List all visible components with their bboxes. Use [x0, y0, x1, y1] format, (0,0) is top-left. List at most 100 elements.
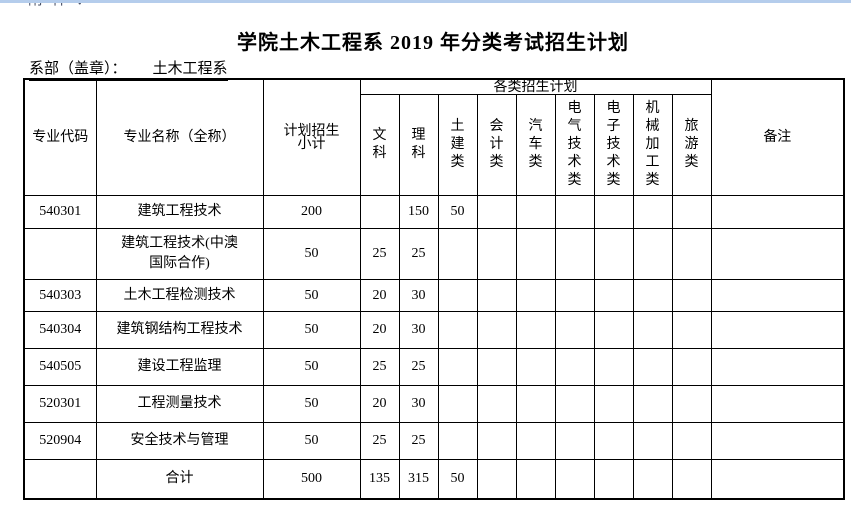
cell-cat-liberal-arts: 20	[359, 311, 400, 349]
cell-name: 土木工程检测技术	[95, 279, 264, 312]
header-code: 专业代码	[23, 78, 97, 196]
cell-remark	[710, 311, 845, 349]
cell-cat-accounting	[476, 459, 517, 499]
cell-code	[23, 459, 97, 499]
cell-code: 520301	[23, 385, 97, 423]
cell-cat-tourism	[671, 459, 712, 499]
cell-cat-electronics	[593, 348, 634, 386]
header-cat-liberal-arts-text: 文科	[372, 127, 387, 161]
cell-cat-automotive	[515, 348, 556, 386]
cell-code	[23, 228, 97, 280]
header-cat-automotive: 汽车类	[515, 94, 556, 196]
cell-cat-accounting	[476, 348, 517, 386]
table-row-total: 合计 500 135 315 50	[23, 459, 845, 499]
cell-cat-liberal-arts: 25	[359, 422, 400, 460]
header-remark: 备注	[710, 78, 845, 196]
cell-cat-liberal-arts: 20	[359, 279, 400, 312]
cell-cat-science: 25	[398, 348, 439, 386]
cell-cat-accounting	[476, 385, 517, 423]
cell-cat-tourism	[671, 348, 712, 386]
cell-remark	[710, 228, 845, 280]
cell-subtotal: 50	[262, 385, 361, 423]
cell-cat-liberal-arts: 25	[359, 348, 400, 386]
cell-cat-electrical	[554, 348, 595, 386]
cell-subtotal: 50	[262, 422, 361, 460]
cell-cat-civil	[437, 348, 478, 386]
cell-name: 建筑工程技术(中澳 国际合作)	[95, 228, 264, 280]
cell-remark	[710, 279, 845, 312]
cell-name: 安全技术与管理	[95, 422, 264, 460]
header-cat-accounting-text: 会计类	[489, 118, 504, 171]
cell-code: 540301	[23, 195, 97, 229]
header-subtotal: 计划招生 小计	[262, 78, 361, 196]
cell-cat-machining	[632, 195, 673, 229]
cell-cat-machining	[632, 279, 673, 312]
cell-cat-electrical	[554, 195, 595, 229]
department-label: 系部（盖章）：	[29, 61, 127, 77]
header-category-row: 文科 理科 土建类 会计类 汽车类 电气技术类 电子技术类 机械加工类 旅游类	[24, 94, 844, 196]
cell-cat-machining	[632, 385, 673, 423]
cell-cat-accounting	[476, 422, 517, 460]
table-row: 520904 安全技术与管理 50 25 25	[23, 422, 845, 460]
cell-cat-civil	[437, 228, 478, 280]
cell-subtotal: 200	[262, 195, 361, 229]
cell-cat-tourism	[671, 311, 712, 349]
header-cat-civil-text: 土建类	[450, 118, 465, 171]
cell-cat-automotive	[515, 195, 556, 229]
cell-name: 建设工程监理	[95, 348, 264, 386]
cell-cat-electronics	[593, 385, 634, 423]
cell-cat-civil	[437, 422, 478, 460]
header-cat-electrical: 电气技术类	[554, 94, 595, 196]
table-row: 540505 建设工程监理 50 25 25	[23, 348, 845, 386]
cell-cat-tourism	[671, 422, 712, 460]
department-value: 土木工程系	[152, 61, 228, 77]
header-cat-liberal-arts: 文科	[359, 94, 400, 196]
cell-cat-automotive	[515, 422, 556, 460]
cell-cat-electronics	[593, 195, 634, 229]
cell-cat-tourism	[671, 279, 712, 312]
cell-cat-automotive	[515, 311, 556, 349]
header-cat-automotive-text: 汽车类	[528, 118, 543, 171]
cell-subtotal: 50	[262, 311, 361, 349]
cell-name: 建筑钢结构工程技术	[95, 311, 264, 349]
cell-cat-accounting	[476, 279, 517, 312]
cell-cat-machining	[632, 422, 673, 460]
cell-cat-tourism	[671, 228, 712, 280]
table-row: 520301 工程测量技术 50 20 30	[23, 385, 845, 423]
cell-cat-liberal-arts: 20	[359, 385, 400, 423]
header-cat-science-text: 理科	[411, 127, 426, 161]
cell-cat-liberal-arts: 135	[359, 459, 400, 499]
cell-cat-electrical	[554, 311, 595, 349]
cell-code: 520904	[23, 422, 97, 460]
cell-name: 工程测量技术	[95, 385, 264, 423]
header-cat-accounting: 会计类	[476, 94, 517, 196]
cell-cat-civil	[437, 311, 478, 349]
cell-cat-science: 30	[398, 385, 439, 423]
table-row: 建筑工程技术(中澳 国际合作) 50 25 25	[23, 228, 845, 280]
header-cat-machining-text: 机械加工类	[645, 100, 660, 189]
cell-subtotal: 50	[262, 228, 361, 280]
cell-remark	[710, 195, 845, 229]
cell-subtotal: 500	[262, 459, 361, 499]
cell-cat-electronics	[593, 459, 634, 499]
header-group-categories: 各类招生计划	[359, 78, 712, 95]
cell-cat-liberal-arts	[359, 195, 400, 229]
table-row: 540301 建筑工程技术 200 150 50	[23, 195, 845, 229]
cell-remark	[710, 459, 845, 499]
cell-subtotal: 50	[262, 279, 361, 312]
cell-remark	[710, 385, 845, 423]
header-cat-machining: 机械加工类	[632, 94, 673, 196]
cell-cat-science: 25	[398, 422, 439, 460]
cell-cat-machining	[632, 348, 673, 386]
cell-cat-accounting	[476, 195, 517, 229]
cell-cat-science: 150	[398, 195, 439, 229]
header-cat-civil: 土建类	[437, 94, 478, 196]
cell-cat-science: 315	[398, 459, 439, 499]
window-top-edge-line	[0, 0, 851, 3]
cell-code: 540303	[23, 279, 97, 312]
cell-cat-accounting	[476, 311, 517, 349]
cell-cat-civil: 50	[437, 459, 478, 499]
header-cat-tourism: 旅游类	[671, 94, 712, 196]
attachment-label-text: 附件：	[28, 3, 100, 8]
